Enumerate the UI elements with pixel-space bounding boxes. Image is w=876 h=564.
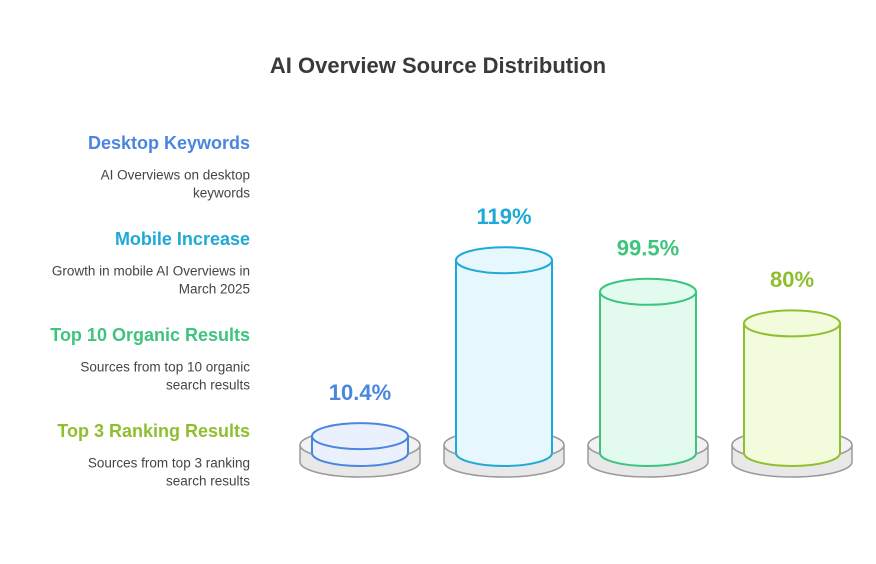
legend-description: AI Overviews on desktop	[101, 168, 250, 183]
value-label: 99.5%	[617, 236, 679, 261]
bar-top	[599, 277, 697, 306]
legend-description: search results	[166, 474, 250, 489]
bar	[455, 259, 553, 467]
bar	[743, 322, 841, 467]
value-label: 119%	[476, 204, 531, 229]
legend-description: Sources from top 10 organic	[80, 360, 250, 375]
legend-title: Top 3 Ranking Results	[57, 421, 250, 441]
legend-description: Sources from top 3 ranking	[88, 456, 250, 471]
legend-title: Mobile Increase	[115, 229, 250, 249]
legend-title: Top 10 Organic Results	[50, 325, 250, 345]
value-label: 10.4%	[329, 380, 391, 405]
legend-description: search results	[166, 378, 250, 393]
bar	[599, 290, 697, 467]
bar-top	[743, 309, 841, 338]
legend-description: keywords	[193, 186, 250, 201]
bar-top	[455, 246, 553, 275]
chart-title: AI Overview Source Distribution	[270, 53, 606, 78]
legend-description: March 2025	[179, 282, 250, 297]
value-label: 80%	[770, 267, 814, 292]
legend-description: Growth in mobile AI Overviews in	[52, 264, 250, 279]
legend-title: Desktop Keywords	[88, 133, 250, 153]
bar-top	[311, 422, 409, 451]
